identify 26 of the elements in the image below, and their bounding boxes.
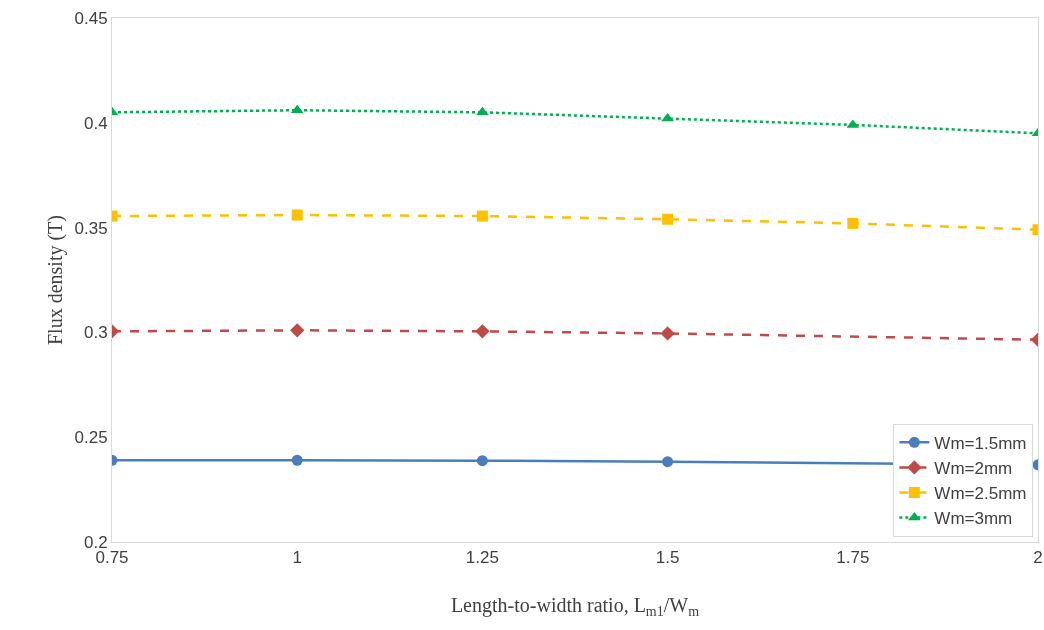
point: [291, 454, 303, 466]
point: [660, 326, 675, 341]
y-tick-label: 0.4: [83, 113, 108, 133]
x-tick-label: 1.75: [836, 548, 870, 568]
point: [291, 209, 303, 221]
point: [662, 456, 674, 468]
point: [476, 106, 489, 116]
y-tick-label: 0.3: [83, 323, 108, 343]
x-axis-title: Length-to-width ratio, L$_{m1}$/W$_{m}$: [450, 594, 700, 620]
y-axis-title: Flux density (T): [44, 215, 67, 345]
legend-label: Wm=1.5mm: [934, 433, 1027, 453]
x-tick-label: 2: [1033, 548, 1043, 568]
y-tick-label: 0.25: [74, 428, 108, 448]
point: [475, 324, 490, 339]
point: [290, 323, 305, 338]
point: [476, 210, 488, 222]
x-tick-label: 1.5: [655, 548, 680, 568]
point: [662, 213, 674, 225]
legend-label: Wm=2mm: [934, 459, 1013, 479]
legend-label: Wm=3mm: [934, 509, 1013, 529]
legend-label: Wm=2.5mm: [934, 484, 1027, 504]
y-tick-label: 0.45: [74, 8, 108, 28]
point: [476, 455, 488, 467]
y-tick-label: 0.35: [74, 218, 108, 238]
x-tick-label: 1: [292, 548, 302, 568]
x-tick-label: 1.25: [465, 548, 499, 568]
